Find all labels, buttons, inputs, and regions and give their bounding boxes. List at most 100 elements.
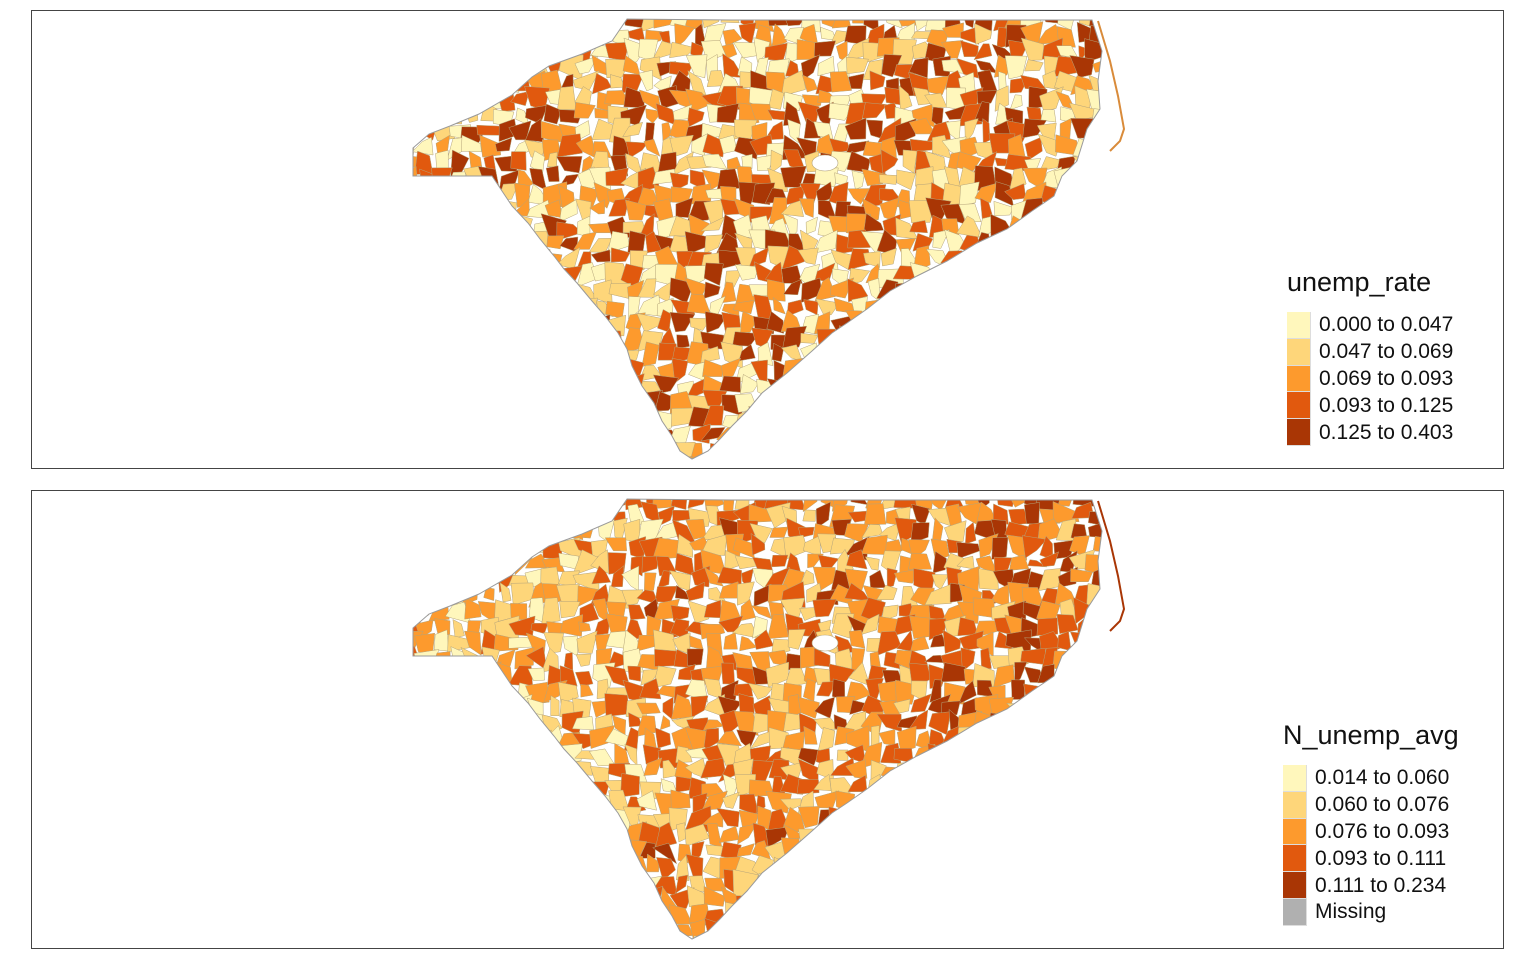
map-tract bbox=[496, 55, 517, 78]
map-tract bbox=[990, 844, 1015, 863]
map-tract bbox=[479, 293, 503, 319]
map-tract bbox=[430, 903, 454, 921]
map-tract bbox=[589, 725, 615, 749]
map-tract bbox=[932, 857, 948, 879]
map-tract bbox=[978, 294, 996, 319]
map-tract bbox=[514, 278, 532, 304]
map-tract bbox=[476, 277, 503, 300]
map-tract bbox=[1101, 715, 1102, 734]
map-tract bbox=[940, 40, 964, 59]
map-tract bbox=[812, 599, 837, 618]
map-tract bbox=[591, 854, 613, 878]
map-tract bbox=[1022, 310, 1048, 330]
map-tract bbox=[609, 838, 630, 859]
map-tract bbox=[477, 390, 498, 417]
map-tract bbox=[1069, 55, 1095, 78]
map-tract bbox=[851, 170, 865, 190]
map-tract bbox=[559, 780, 583, 797]
legend-n-unemp-avg: N_unemp_avg 0.014 to 0.060 0.060 to 0.07… bbox=[1283, 720, 1459, 926]
map-tract bbox=[1091, 277, 1102, 305]
map-tract bbox=[846, 382, 869, 395]
map-tract bbox=[782, 357, 805, 385]
map-tract bbox=[597, 408, 614, 430]
map-tract bbox=[676, 533, 694, 558]
map-tract bbox=[476, 86, 504, 109]
map-tract bbox=[669, 172, 689, 192]
map-tract bbox=[642, 920, 656, 939]
map-tract bbox=[595, 19, 610, 32]
map-tract bbox=[958, 873, 983, 893]
map-tract bbox=[527, 667, 545, 682]
map-tract bbox=[1070, 921, 1095, 939]
map-tract bbox=[1074, 698, 1093, 720]
map-tract bbox=[1023, 943, 1042, 948]
legend-unemp-rate: unemp_rate 0.000 to 0.047 0.047 to 0.069… bbox=[1287, 267, 1453, 446]
map-tract bbox=[815, 298, 840, 316]
map-tract bbox=[864, 854, 886, 879]
map-tract bbox=[876, 853, 901, 878]
map-tract bbox=[1069, 872, 1090, 890]
map-tract bbox=[781, 69, 806, 97]
map-tract bbox=[977, 859, 995, 879]
map-tract bbox=[942, 375, 965, 396]
map-tract bbox=[413, 296, 421, 321]
map-tract bbox=[863, 212, 884, 232]
map-tract bbox=[700, 216, 725, 232]
map-tract bbox=[508, 232, 536, 254]
map-tract bbox=[861, 921, 888, 939]
map-tract bbox=[502, 266, 517, 289]
map-tract bbox=[428, 278, 451, 301]
map-tract bbox=[909, 840, 936, 864]
map-tract bbox=[916, 775, 933, 798]
map-tract bbox=[465, 341, 484, 361]
map-tract bbox=[476, 246, 503, 265]
map-tract bbox=[764, 393, 791, 417]
map-tract bbox=[509, 725, 531, 748]
map-tract bbox=[1109, 366, 1127, 381]
map-tract bbox=[625, 141, 649, 159]
map-tract bbox=[957, 777, 977, 800]
map-tract bbox=[960, 837, 983, 864]
map-tract bbox=[717, 442, 741, 459]
map-tract bbox=[575, 373, 599, 394]
map-tract bbox=[831, 613, 855, 639]
map-tract bbox=[816, 681, 838, 697]
map-tract bbox=[957, 411, 984, 429]
map-tract bbox=[1038, 249, 1063, 273]
map-tract bbox=[1008, 410, 1024, 429]
map-tract bbox=[709, 442, 723, 459]
map-tract bbox=[444, 329, 468, 345]
map-tract bbox=[1052, 854, 1073, 878]
map-tract bbox=[572, 424, 597, 445]
map-tract bbox=[944, 327, 966, 344]
map-tract bbox=[614, 742, 630, 765]
map-tract bbox=[812, 933, 837, 939]
map-tract bbox=[415, 806, 437, 829]
map-tract bbox=[452, 760, 465, 775]
map-tract bbox=[1024, 219, 1047, 240]
map-tract bbox=[781, 424, 808, 443]
map-tract bbox=[413, 684, 424, 704]
map-tract bbox=[622, 121, 643, 138]
map-tract bbox=[737, 581, 755, 606]
map-tract bbox=[1038, 457, 1063, 459]
map-tract bbox=[418, 300, 438, 319]
map-tract bbox=[1102, 759, 1121, 784]
map-tract bbox=[418, 234, 440, 254]
map-tract bbox=[453, 443, 472, 457]
map-tract bbox=[1020, 889, 1047, 912]
legend-swatch bbox=[1287, 312, 1311, 339]
map-tract bbox=[532, 262, 551, 288]
map-tract bbox=[993, 200, 1014, 217]
map-tract bbox=[557, 426, 584, 440]
map-tract bbox=[659, 715, 671, 731]
map-tract bbox=[509, 455, 532, 459]
map-tract bbox=[531, 455, 552, 459]
map-tract bbox=[994, 231, 1013, 257]
map-tract bbox=[450, 646, 471, 671]
map-tract bbox=[413, 24, 424, 48]
map-tract bbox=[820, 831, 835, 840]
map-tract bbox=[557, 822, 579, 846]
map-tract bbox=[508, 441, 532, 459]
map-tract bbox=[930, 309, 945, 335]
